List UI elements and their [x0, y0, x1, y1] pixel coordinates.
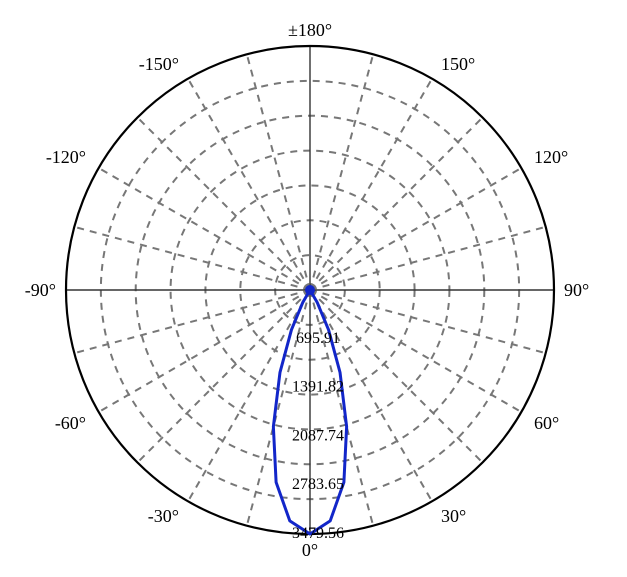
radial-tick-label: 2087.74 — [292, 427, 344, 444]
angle-label: ±180° — [288, 20, 332, 40]
polar-chart: 695.911391.822087.742783.653479.56±180°1… — [0, 0, 627, 577]
radial-tick-label: 695.91 — [296, 330, 340, 347]
angle-label: -30° — [148, 506, 179, 526]
angle-label: -120° — [46, 147, 86, 167]
angle-label: -90° — [25, 280, 56, 300]
angle-label: 30° — [441, 506, 466, 526]
radial-tick-label: 1391.82 — [292, 379, 344, 396]
angle-label: -60° — [55, 413, 86, 433]
angle-label: 150° — [441, 54, 475, 74]
angle-label: 120° — [534, 147, 568, 167]
angle-label: 90° — [564, 280, 589, 300]
angle-label: 0° — [302, 540, 318, 560]
angle-label: -150° — [139, 54, 179, 74]
radial-tick-label: 2783.65 — [292, 476, 344, 493]
center-dot — [305, 285, 315, 295]
angle-label: 60° — [534, 413, 559, 433]
